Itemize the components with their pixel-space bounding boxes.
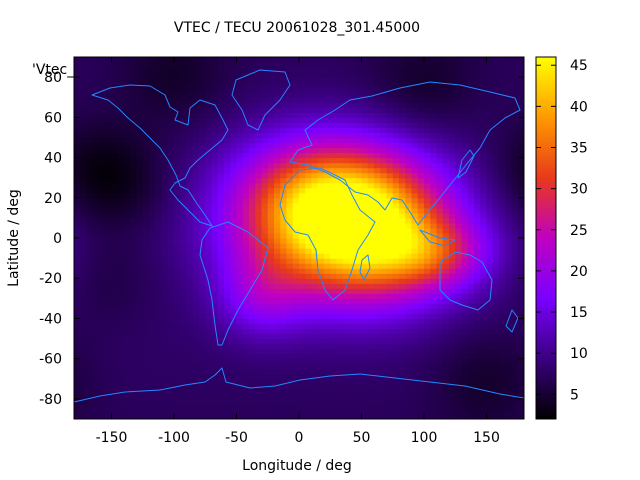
y-tick-label: -80	[39, 392, 62, 408]
colorbar-ticks: 5 10 15 20 25 30 35 40 45	[536, 58, 588, 403]
colorbar-tick-label: 5	[570, 387, 579, 403]
x-tick-label: -100	[158, 430, 190, 446]
heatmap-grid	[74, 57, 524, 419]
x-tick-label: 0	[295, 430, 304, 446]
y-tick-label: -40	[39, 311, 62, 327]
coastline-indonesia	[419, 229, 456, 247]
x-tick-label: -150	[96, 430, 128, 446]
coastline-japan	[457, 149, 475, 179]
x-tick-label: 100	[411, 430, 438, 446]
y-tick-label: 20	[44, 191, 62, 207]
y-tick-label: 40	[44, 151, 62, 167]
colorbar-tick-label: 30	[570, 182, 588, 198]
colorbar-tick-label: 10	[570, 346, 588, 362]
x-axis-ticks: -150 -100 -50 0 50 100 150	[96, 57, 500, 446]
coastlines	[74, 69, 524, 403]
chart-title: VTEC / TECU 20061028_301.45000	[174, 20, 420, 36]
coastline-africa	[279, 167, 376, 301]
coastline-greenland	[231, 69, 291, 131]
y-tick-label: 60	[44, 110, 62, 126]
y-tick-label: -60	[39, 352, 62, 368]
colorbar-tick-label: 45	[570, 58, 588, 74]
coastline-madagascar	[359, 254, 371, 281]
colorbar	[535, 56, 557, 420]
x-axis-label: Longitude / deg	[242, 458, 352, 474]
x-tick-label: 50	[353, 430, 371, 446]
y-axis-ticks: -80 -60 -40 -20 0 20 40 60 80	[39, 70, 524, 408]
y-tick-label: 0	[53, 231, 62, 247]
coastline-new-zealand	[505, 309, 519, 333]
colorbar-tick-label: 15	[570, 305, 588, 321]
series-key-label: 'Vtec_	[32, 62, 75, 78]
coastline-australia	[439, 251, 493, 311]
coastline-antarctica	[74, 367, 524, 403]
colorbar-tick-label: 35	[570, 141, 588, 157]
y-tick-label: -20	[39, 271, 62, 287]
x-tick-label: -50	[225, 430, 248, 446]
coastline-north-america	[91, 84, 229, 227]
y-tick-label: 80	[44, 70, 62, 86]
coastline-eurasia	[289, 81, 521, 226]
x-tick-label: 150	[473, 430, 500, 446]
colorbar-tick-label: 20	[570, 264, 588, 280]
y-axis-label: Latitude / deg	[6, 189, 22, 287]
colorbar-tick-label: 40	[570, 99, 588, 115]
colorbar-tick-label: 25	[570, 223, 588, 239]
coastline-south-america	[199, 221, 269, 346]
